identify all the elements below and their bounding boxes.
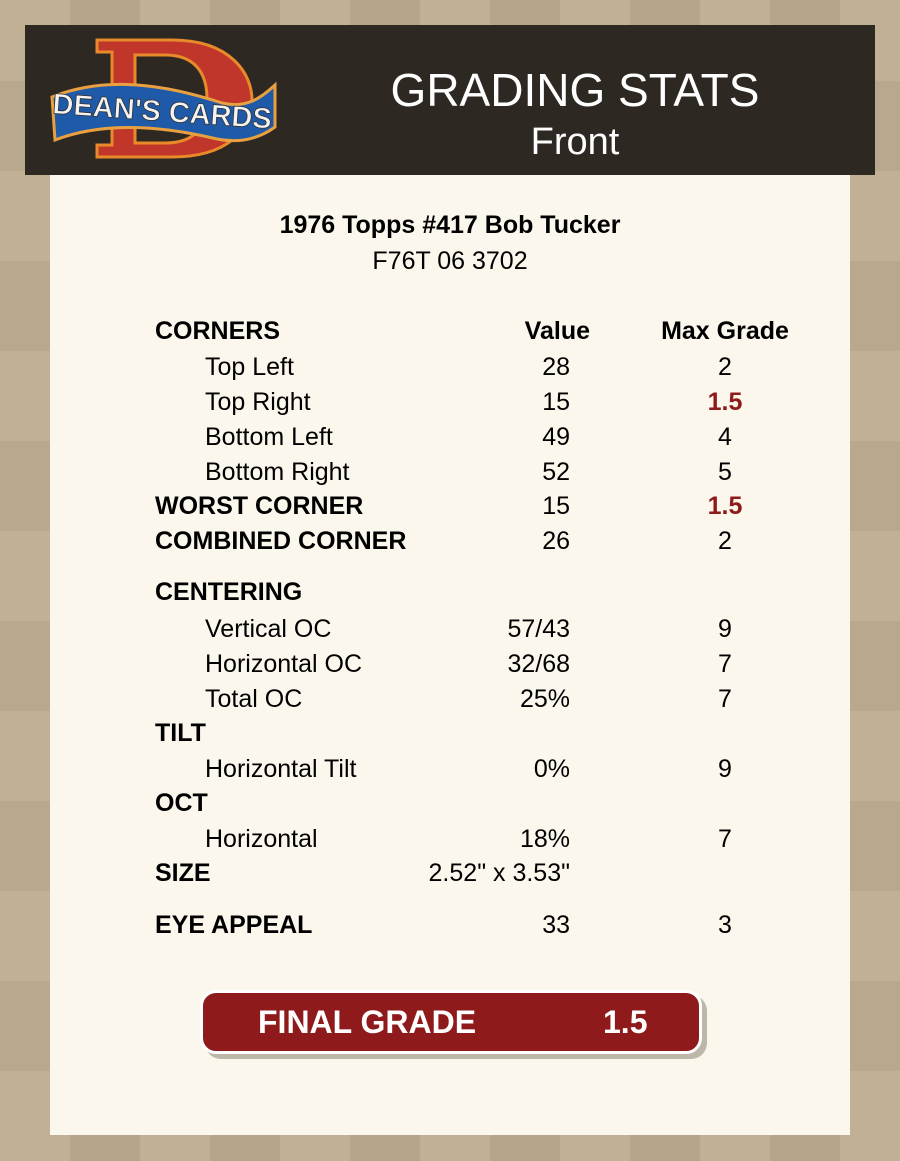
table-row: Total OC 25% 7 <box>50 685 850 715</box>
row-value: 15 <box>542 388 570 416</box>
stats-panel: 1976 Topps #417 Bob Tucker F76T 06 3702 … <box>50 175 850 1135</box>
table-row: EYE APPEAL 33 3 <box>50 911 850 941</box>
table-row: COMBINED CORNER 26 2 <box>50 527 850 557</box>
centering-header-row: CENTERING <box>50 578 850 608</box>
row-label: Top Left <box>205 353 294 381</box>
section-oct: OCT <box>155 789 208 817</box>
row-label: Bottom Left <box>205 423 333 451</box>
section-size: SIZE <box>155 859 211 887</box>
section-corners: CORNERS <box>155 317 281 345</box>
row-value: 25% <box>519 685 570 713</box>
row-label: Vertical OC <box>205 615 332 643</box>
cert-number: F76T 06 3702 <box>372 247 528 275</box>
column-value: Value <box>524 317 590 345</box>
row-max: 2 <box>718 527 732 555</box>
row-max: 7 <box>718 650 732 678</box>
table-row: Horizontal Tilt 0% 9 <box>50 755 850 785</box>
table-row: SIZE 2.52" x 3.53" <box>50 859 850 889</box>
table-row: Top Left 28 2 <box>50 353 850 383</box>
table-row: Vertical OC 57/43 9 <box>50 615 850 645</box>
section-tilt: TILT <box>155 719 206 747</box>
header-bar: DEAN'S CARDS GRADING STATS Front <box>25 25 875 175</box>
section-centering: CENTERING <box>155 578 303 606</box>
row-max: 1.5 <box>707 388 743 416</box>
row-value: 26 <box>542 527 570 555</box>
card-name: 1976 Topps #417 Bob Tucker <box>279 211 621 239</box>
row-label: WORST CORNER <box>155 492 364 520</box>
row-value: 49 <box>542 423 570 451</box>
row-max: 4 <box>718 423 732 451</box>
row-max: 3 <box>718 911 732 939</box>
row-max: 1.5 <box>707 492 743 520</box>
row-label: Bottom Right <box>205 458 350 486</box>
table-row: Top Right 15 1.5 <box>50 388 850 418</box>
row-value: 18% <box>519 825 570 853</box>
table-row: WORST CORNER 15 1.5 <box>50 492 850 522</box>
column-max-grade: Max Grade <box>661 317 789 345</box>
row-label: Total OC <box>205 685 303 713</box>
deans-cards-logo: DEAN'S CARDS <box>50 38 277 159</box>
table-row: Bottom Right 52 5 <box>50 458 850 488</box>
table-row: Horizontal 18% 7 <box>50 825 850 855</box>
row-value: 28 <box>542 353 570 381</box>
corners-header-row: CORNERS Value Max Grade <box>50 317 850 347</box>
tilt-header-row: TILT <box>50 719 850 749</box>
row-label: Horizontal OC <box>205 650 362 678</box>
row-value: 15 <box>542 492 570 520</box>
size-value: 2.52" x 3.53" <box>428 859 570 887</box>
row-max: 5 <box>718 458 732 486</box>
row-max: 9 <box>718 755 732 783</box>
row-value: 52 <box>542 458 570 486</box>
table-row: Horizontal OC 32/68 7 <box>50 650 850 680</box>
final-grade-label: FINAL GRADE <box>258 1004 477 1040</box>
row-max: 9 <box>718 615 732 643</box>
final-grade-banner: FINAL GRADE 1.5 <box>200 990 702 1054</box>
row-label: Horizontal <box>205 825 318 853</box>
row-value: 33 <box>542 911 570 939</box>
row-max: 7 <box>718 825 732 853</box>
section-eye-appeal: EYE APPEAL <box>155 911 313 939</box>
row-max: 2 <box>718 353 732 381</box>
row-label: COMBINED CORNER <box>155 527 407 555</box>
row-value: 0% <box>533 755 570 783</box>
oct-header-row: OCT <box>50 789 850 819</box>
page-subtitle: Front <box>530 121 620 163</box>
final-grade-value: 1.5 <box>603 1004 648 1040</box>
row-label: Top Right <box>205 388 311 416</box>
row-value: 32/68 <box>507 650 570 678</box>
row-max: 7 <box>718 685 732 713</box>
table-row: Bottom Left 49 4 <box>50 423 850 453</box>
row-value: 57/43 <box>507 615 570 643</box>
page-title: GRADING STATS <box>390 64 760 116</box>
row-label: Horizontal Tilt <box>205 755 357 783</box>
